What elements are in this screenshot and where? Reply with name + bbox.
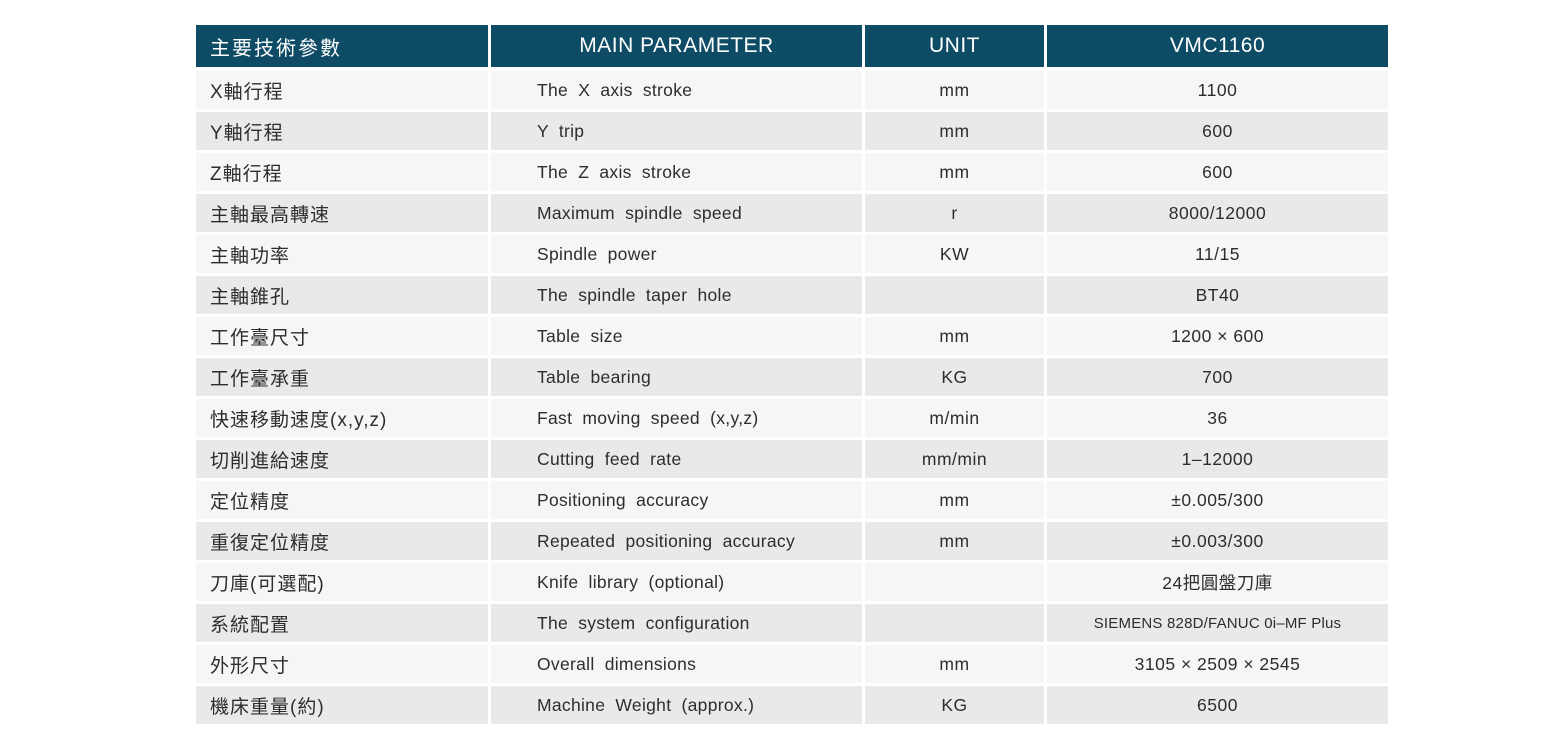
param-name-cell: 切削進給速度 — [196, 440, 488, 478]
param-name-cell: 系統配置 — [196, 604, 488, 642]
value-cell: 36 — [1047, 399, 1388, 437]
param-name-cell: 重復定位精度 — [196, 522, 488, 560]
unit-cell: KG — [865, 358, 1044, 396]
param-desc-cell: Knife library (optional) — [491, 563, 862, 601]
param-desc-cell: Table size — [491, 317, 862, 355]
unit-cell: mm — [865, 317, 1044, 355]
param-name-cell: 定位精度 — [196, 481, 488, 519]
unit-cell — [865, 563, 1044, 601]
spec-table-body: X軸行程 The X axis stroke mm 1100 Y軸行程 Y tr… — [196, 71, 1388, 724]
value-cell: 11/15 — [1047, 235, 1388, 273]
value-cell: 1100 — [1047, 71, 1388, 109]
unit-cell: m/min — [865, 399, 1044, 437]
param-desc-cell: The Z axis stroke — [491, 153, 862, 191]
param-desc-cell: The spindle taper hole — [491, 276, 862, 314]
unit-cell: KW — [865, 235, 1044, 273]
value-cell: SIEMENS 828D/FANUC 0i–MF Plus — [1047, 604, 1388, 642]
param-name-cell: 工作臺承重 — [196, 358, 488, 396]
value-cell: 8000/12000 — [1047, 194, 1388, 232]
value-cell: 1200 × 600 — [1047, 317, 1388, 355]
param-name-cell: 主軸最高轉速 — [196, 194, 488, 232]
param-name-cell: 主軸功率 — [196, 235, 488, 273]
param-name-cell: 快速移動速度(x,y,z) — [196, 399, 488, 437]
param-desc-cell: Spindle power — [491, 235, 862, 273]
unit-cell: r — [865, 194, 1044, 232]
param-name-cell: 外形尺寸 — [196, 645, 488, 683]
unit-cell: mm — [865, 522, 1044, 560]
param-desc-cell: Machine Weight (approx.) — [491, 686, 862, 724]
unit-cell: mm — [865, 112, 1044, 150]
unit-cell: mm — [865, 645, 1044, 683]
param-desc-cell: Y trip — [491, 112, 862, 150]
unit-cell: mm — [865, 481, 1044, 519]
value-cell: BT40 — [1047, 276, 1388, 314]
unit-cell: mm — [865, 71, 1044, 109]
spec-table-header: 主要技術參數 MAIN PARAMETER UNIT VMC1160 — [196, 25, 1388, 67]
value-cell: ±0.003/300 — [1047, 522, 1388, 560]
header-model: VMC1160 — [1047, 25, 1388, 67]
value-cell: 600 — [1047, 112, 1388, 150]
header-main-parameter: MAIN PARAMETER — [491, 25, 862, 67]
unit-cell — [865, 604, 1044, 642]
value-cell: 700 — [1047, 358, 1388, 396]
param-name-cell: 刀庫(可選配) — [196, 563, 488, 601]
param-desc-cell: Overall dimensions — [491, 645, 862, 683]
value-cell: 24把圓盤刀庫 — [1047, 563, 1388, 601]
param-name-cell: Z軸行程 — [196, 153, 488, 191]
unit-cell — [865, 276, 1044, 314]
value-cell: 6500 — [1047, 686, 1388, 724]
param-name-cell: 主軸錐孔 — [196, 276, 488, 314]
unit-cell: KG — [865, 686, 1044, 724]
param-desc-cell: Cutting feed rate — [491, 440, 862, 478]
value-cell: 600 — [1047, 153, 1388, 191]
param-desc-cell: The X axis stroke — [491, 71, 862, 109]
spec-table: 主要技術參數 MAIN PARAMETER UNIT VMC1160 X軸行程 … — [196, 25, 1388, 724]
unit-cell: mm/min — [865, 440, 1044, 478]
header-param-cn: 主要技術參數 — [196, 25, 488, 67]
value-cell: 3105 × 2509 × 2545 — [1047, 645, 1388, 683]
param-name-cell: 機床重量(約) — [196, 686, 488, 724]
param-name-cell: 工作臺尺寸 — [196, 317, 488, 355]
param-desc-cell: The system configuration — [491, 604, 862, 642]
param-name-cell: Y軸行程 — [196, 112, 488, 150]
param-desc-cell: Maximum spindle speed — [491, 194, 862, 232]
param-desc-cell: Positioning accuracy — [491, 481, 862, 519]
param-desc-cell: Repeated positioning accuracy — [491, 522, 862, 560]
value-cell: ±0.005/300 — [1047, 481, 1388, 519]
param-desc-cell: Table bearing — [491, 358, 862, 396]
unit-cell: mm — [865, 153, 1044, 191]
value-cell: 1–12000 — [1047, 440, 1388, 478]
param-desc-cell: Fast moving speed (x,y,z) — [491, 399, 862, 437]
param-name-cell: X軸行程 — [196, 71, 488, 109]
header-unit: UNIT — [865, 25, 1044, 67]
